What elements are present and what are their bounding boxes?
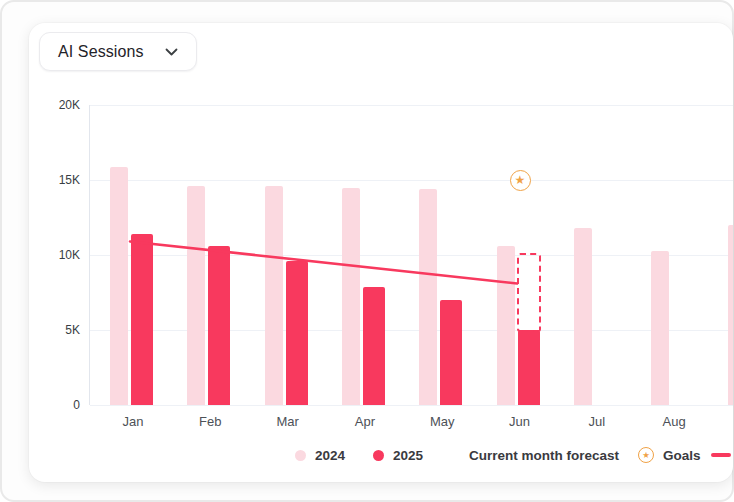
legend-dot-swatch [295,450,306,461]
x-tick-label: Jul [570,414,624,429]
bar-2025-Jan [131,234,153,405]
bar-2025-May [440,300,462,405]
legend-star-icon: ★ [638,447,654,463]
bar-2024-Apr [342,188,360,406]
x-tick-label: Feb [183,414,237,429]
legend-dot-swatch [373,450,384,461]
legend-label: 2025 [393,448,423,463]
bar-2024-Feb [187,186,205,405]
legend-label: 2024 [315,448,345,463]
bar-2024-Jul [574,228,592,405]
bar-2024-partial [728,225,733,405]
legend-label: Goals [663,448,701,463]
forecast-bar [517,253,541,332]
bar-2024-Mar [265,186,283,405]
legend-item-2024[interactable]: 2024 [295,445,345,465]
goal-marker: ★ [510,170,531,191]
legend-item-goals[interactable]: ★ Goals [638,445,701,465]
y-tick-label: 5K [36,323,80,337]
bar-2024-Jun [497,246,515,405]
plot-area: 20K15K10K5K0JanFebMarAprMayJunJulAug ★ [89,105,733,405]
y-tick-label: 0 [36,398,80,412]
star-icon: ★ [515,174,526,186]
legend-item-trend[interactable] [711,445,731,465]
bar-2025-Feb [208,246,230,405]
x-tick-label: Aug [647,414,701,429]
y-tick-label: 15K [36,173,80,187]
gridline [90,180,733,181]
legend: 2024 2025 Current month forecast ★ Goals [29,445,733,465]
x-tick-label: Jan [106,414,160,429]
gridline [90,105,733,106]
bar-2024-Aug [651,251,669,406]
chart-card: AI Sessions 20K15K10K5K0JanFebMarAprMayJ… [29,23,733,482]
legend-label: Current month forecast [469,448,619,463]
bar-2025-Mar [286,261,308,405]
metric-selector-dropdown[interactable]: AI Sessions [39,32,197,71]
y-tick-label: 20K [36,98,80,112]
metric-selector-label: AI Sessions [58,43,144,61]
x-tick-label: May [415,414,469,429]
chevron-down-icon [165,48,178,56]
window-frame: AI Sessions 20K15K10K5K0JanFebMarAprMayJ… [0,0,734,502]
gridline [90,405,733,406]
bar-2025-Jun [518,330,540,405]
star-icon: ★ [642,451,650,460]
legend-item-current-month-forecast[interactable]: Current month forecast [469,445,619,465]
x-tick-label: Jun [493,414,547,429]
x-tick-label: Mar [261,414,315,429]
bar-2025-Apr [363,287,385,406]
legend-line-swatch [711,453,731,457]
x-tick-label: Apr [338,414,392,429]
legend-item-2025[interactable]: 2025 [373,445,423,465]
y-tick-label: 10K [36,248,80,262]
bar-2024-Jan [110,167,128,406]
bar-2024-May [419,189,437,405]
